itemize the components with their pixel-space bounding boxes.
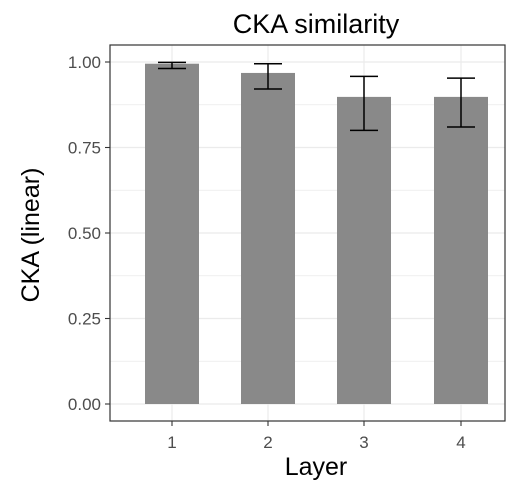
- y-axis-label: CKA (linear): [17, 168, 45, 303]
- y-tick-label: 0.25: [68, 310, 101, 329]
- y-tick-label: 0.00: [68, 395, 101, 414]
- x-tick-label: 2: [263, 433, 272, 452]
- x-tick-label: 1: [167, 433, 176, 452]
- axes: 0.00 0.25 0.50 0.75 1.00 1 2 3 4: [68, 53, 466, 452]
- y-tick-label: 0.50: [68, 224, 101, 243]
- bar: [145, 63, 199, 405]
- y-tick-label: 0.75: [68, 139, 101, 158]
- y-tick-label: 1.00: [68, 53, 101, 72]
- bar: [434, 96, 488, 404]
- x-tick-label: 3: [359, 433, 368, 452]
- x-tick-label: 4: [456, 433, 465, 452]
- bars: [145, 63, 488, 405]
- error-bars: [158, 61, 475, 132]
- x-axis-label: Layer: [285, 453, 348, 480]
- bar: [337, 96, 391, 404]
- bar: [241, 72, 295, 404]
- chart-title: CKA similarity: [233, 9, 400, 39]
